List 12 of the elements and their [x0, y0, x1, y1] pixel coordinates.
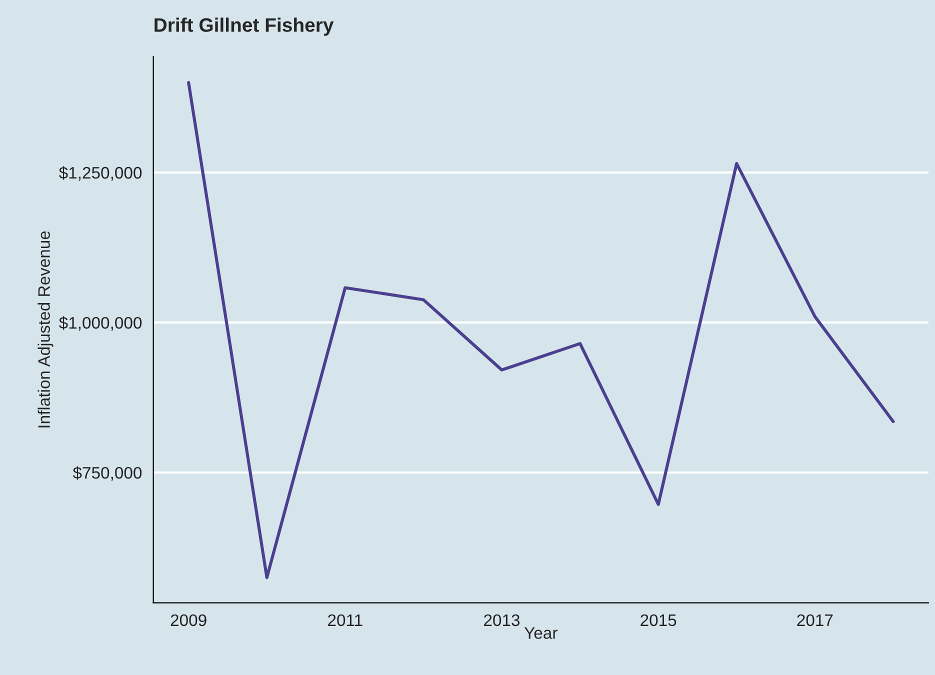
x-tick-label: 2009 — [170, 614, 206, 626]
x-tick-label: 2013 — [484, 614, 520, 626]
x-tick-label: 2017 — [797, 614, 833, 626]
y-tick-label: $1,250,000 — [59, 166, 142, 181]
chart-title: Drift Gillnet Fishery — [154, 18, 334, 36]
line-series — [187, 80, 895, 580]
x-tick-label: 2011 — [328, 614, 362, 626]
y-axis-title: Inflation Adjusted Revenue — [38, 231, 54, 428]
x-tick-label: 2015 — [640, 614, 676, 626]
y-tick-label: $1,000,000 — [59, 316, 142, 331]
x-axis-title: Year — [524, 627, 558, 639]
y-tick-label: $750,000 — [72, 466, 142, 481]
